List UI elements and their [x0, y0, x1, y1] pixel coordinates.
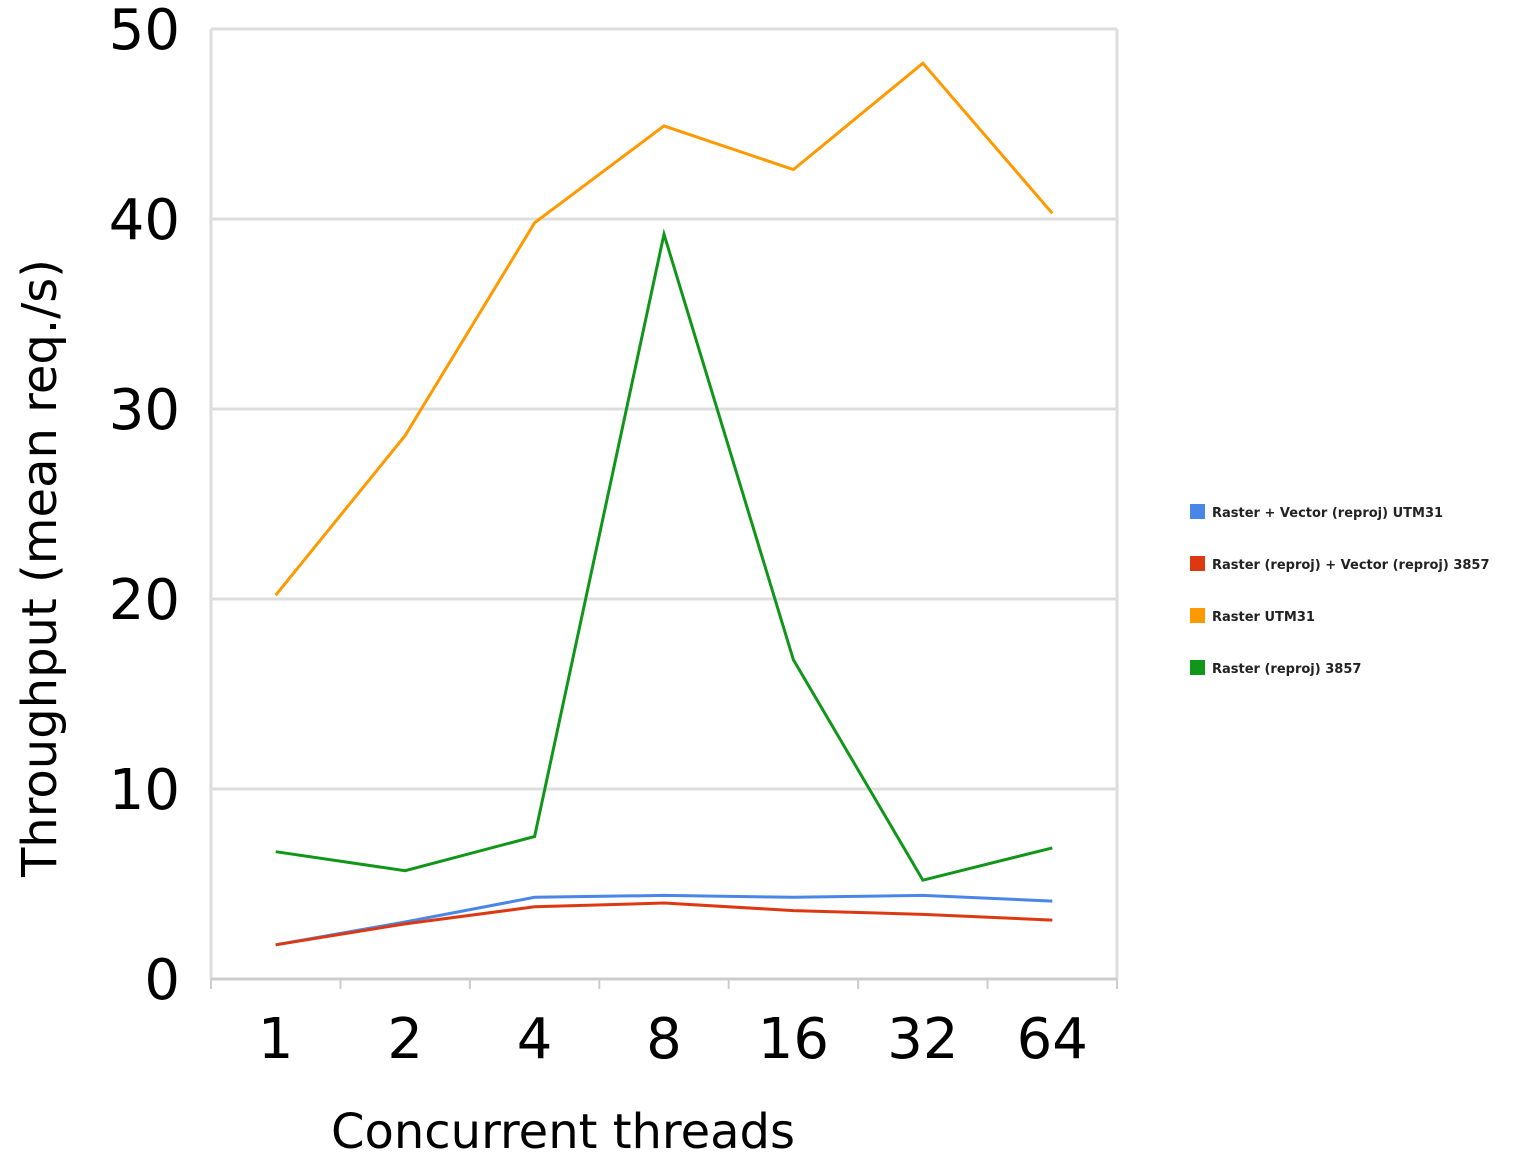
legend-swatch [1190, 504, 1205, 519]
y-tick-label: 0 [144, 948, 180, 1013]
x-axis-title: Concurrent threads [331, 1104, 795, 1154]
series-lines [274, 61, 1054, 947]
x-tick-labels: 1 2 4 8 16 32 64 [258, 1007, 1088, 1072]
legend-swatch [1190, 608, 1205, 623]
x-tick-label: 2 [387, 1007, 423, 1072]
legend-label: Raster (reproj) + Vector (reproj) 3857 [1212, 558, 1490, 573]
y-tick-label: 10 [109, 758, 180, 823]
y-tick-label: 50 [109, 0, 180, 63]
y-tick-labels: 0 10 20 30 40 50 [109, 0, 180, 1013]
y-axis-title: Throughput (mean req./s) [12, 259, 68, 878]
x-tick-label: 32 [887, 1007, 958, 1072]
x-tick-label: 1 [258, 1007, 294, 1072]
y-tick-label: 30 [109, 378, 180, 443]
series-line-3 [274, 61, 1054, 597]
x-tick-label: 64 [1017, 1007, 1088, 1072]
legend-label: Raster UTM31 [1212, 610, 1315, 625]
legend-swatch [1190, 660, 1205, 675]
legend-label: Raster + Vector (reproj) UTM31 [1212, 506, 1443, 521]
legend-label: Raster (reproj) 3857 [1212, 662, 1361, 677]
legend-swatch [1190, 556, 1205, 571]
y-tick-label: 40 [109, 188, 180, 253]
x-tick-label: 8 [646, 1007, 682, 1072]
y-tick-label: 20 [109, 568, 180, 633]
series-line-4 [275, 228, 1053, 882]
legend: Raster + Vector (reproj) UTM31 Raster (re… [1190, 504, 1490, 677]
axes [209, 29, 1119, 989]
x-tick-label: 16 [758, 1007, 829, 1072]
gridlines [211, 27, 1117, 791]
x-tick-label: 4 [517, 1007, 553, 1072]
